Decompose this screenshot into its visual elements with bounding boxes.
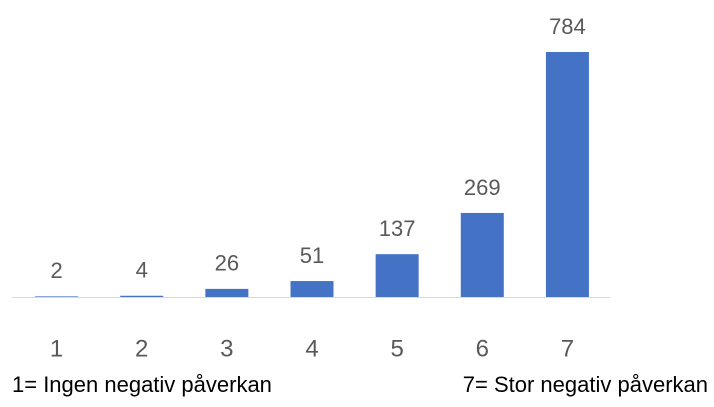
data-label: 51 — [300, 243, 324, 268]
annotation: 7= Stor negativ påverkan — [463, 372, 708, 397]
data-label: 269 — [464, 175, 501, 200]
bar — [460, 212, 504, 297]
x-tick-label: 3 — [220, 335, 233, 362]
bar — [290, 281, 334, 297]
x-tick-label: 2 — [135, 335, 148, 362]
x-tick-label: 1 — [50, 335, 63, 362]
data-label: 137 — [379, 216, 416, 241]
data-label: 2 — [50, 258, 62, 283]
bar — [35, 296, 79, 297]
x-tick-label: 5 — [390, 335, 403, 362]
bar — [205, 288, 249, 297]
data-label: 26 — [215, 251, 239, 276]
bar — [545, 52, 589, 297]
bar — [120, 295, 164, 297]
data-label: 4 — [136, 258, 148, 283]
bar — [375, 254, 419, 297]
x-tick-label: 7 — [561, 335, 574, 362]
annotation: 1= Ingen negativ påverkan — [12, 372, 272, 397]
x-tick-label: 6 — [476, 335, 489, 362]
data-label: 784 — [549, 14, 586, 39]
x-tick-label: 4 — [305, 335, 318, 362]
